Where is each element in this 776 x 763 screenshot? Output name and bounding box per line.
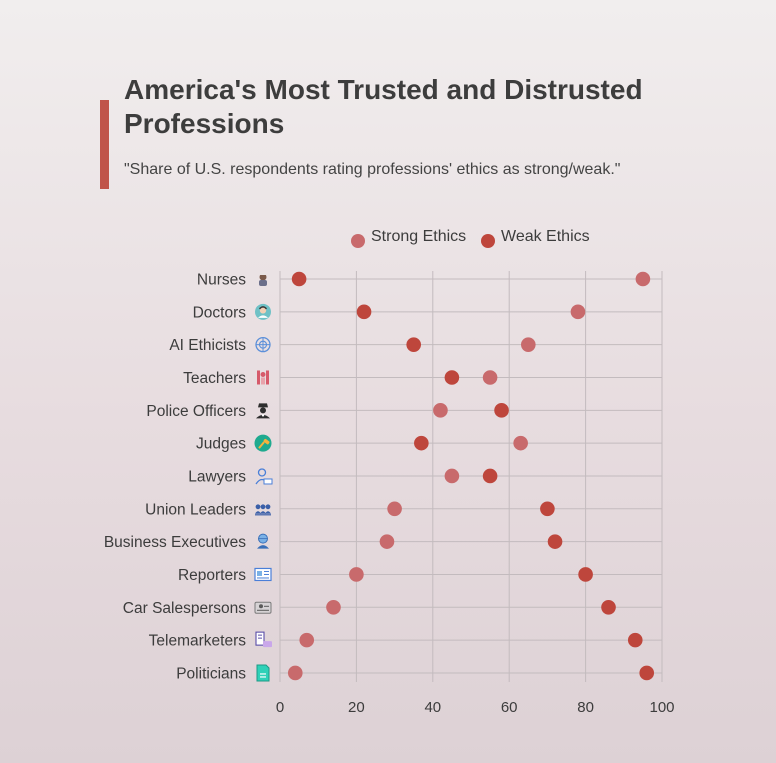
x-tick-label: 20 xyxy=(348,699,365,716)
weak-ethics-point xyxy=(414,435,429,451)
category-label: Union Leaders xyxy=(145,501,246,518)
category-label: Car Salespersons xyxy=(123,600,246,617)
teacher-icon xyxy=(257,370,269,385)
grid-lines xyxy=(279,271,663,682)
strong-ethics-point xyxy=(387,501,402,517)
x-axis-ticks: 0 20 40 60 80 100 xyxy=(276,699,675,716)
strong-ethics-point xyxy=(513,435,528,451)
weak-ethics-point xyxy=(482,468,498,484)
chart-title: America's Most Trusted and Distrusted Pr… xyxy=(124,74,643,139)
weak-ethics-point xyxy=(578,567,593,582)
strong-ethics-point xyxy=(521,337,536,352)
union-group-icon xyxy=(255,504,271,516)
strong-ethics-point xyxy=(326,600,341,615)
weak-ethics-point xyxy=(444,370,460,385)
strong-ethics-point xyxy=(433,403,448,418)
telemarketer-icon xyxy=(255,631,272,648)
category-label: AI Ethicists xyxy=(169,337,246,354)
legend-label: Weak Ethics xyxy=(501,228,590,245)
category-label: Nurses xyxy=(197,272,246,289)
ai-brain-icon xyxy=(255,337,271,353)
doctor-icon xyxy=(255,303,271,320)
nurse-icon xyxy=(259,272,267,286)
strong-ethics-point xyxy=(349,567,364,582)
strong-ethics-point xyxy=(287,665,303,681)
x-tick-label: 0 xyxy=(276,699,284,716)
x-tick-label: 80 xyxy=(577,699,594,716)
document-icon xyxy=(256,664,270,682)
category-label: Lawyers xyxy=(188,468,246,485)
legend-marker xyxy=(351,234,365,248)
judge-gavel-icon xyxy=(254,434,272,452)
x-tick-label: 40 xyxy=(424,699,441,716)
lawyer-icon xyxy=(255,468,273,485)
title-accent-bar xyxy=(100,100,109,189)
data-points xyxy=(287,271,655,681)
executive-icon xyxy=(257,533,269,549)
legend-marker xyxy=(481,234,495,248)
x-tick-label: 100 xyxy=(649,699,674,716)
strong-ethics-point xyxy=(482,370,498,385)
weak-ethics-point xyxy=(601,600,616,615)
newspaper-icon xyxy=(254,567,272,582)
category-label: Politicians xyxy=(176,665,246,682)
weak-ethics-point xyxy=(291,271,307,287)
weak-ethics-point xyxy=(494,403,509,418)
weak-ethics-point xyxy=(547,534,563,549)
category-label: Telemarketers xyxy=(149,633,247,650)
category-icons xyxy=(254,272,273,682)
category-label: Teachers xyxy=(183,370,246,387)
chart-subtitle: "Share of U.S. respondents rating profes… xyxy=(124,161,621,178)
category-label: Judges xyxy=(196,436,246,453)
strong-ethics-point xyxy=(299,632,315,648)
category-label: Business Executives xyxy=(104,534,246,551)
category-label: Reporters xyxy=(178,567,246,584)
strong-ethics-point xyxy=(635,271,651,287)
weak-ethics-point xyxy=(540,501,555,517)
car-salesperson-icon xyxy=(254,601,272,614)
police-officer-icon xyxy=(256,403,270,419)
weak-ethics-point xyxy=(406,337,422,352)
weak-ethics-point xyxy=(627,632,643,648)
weak-ethics-point xyxy=(356,304,372,320)
category-labels: Nurses Doctors AI Ethicists Teachers Police … xyxy=(104,272,246,683)
strong-ethics-point xyxy=(379,534,395,549)
category-label: Police Officers xyxy=(146,403,246,420)
strong-ethics-point xyxy=(570,304,586,320)
weak-ethics-point xyxy=(639,665,655,681)
x-tick-label: 60 xyxy=(501,699,518,716)
strong-ethics-point xyxy=(444,468,460,484)
legend: Strong Ethics Weak Ethics xyxy=(351,228,590,248)
category-label: Doctors xyxy=(193,304,247,321)
legend-label: Strong Ethics xyxy=(371,228,466,245)
